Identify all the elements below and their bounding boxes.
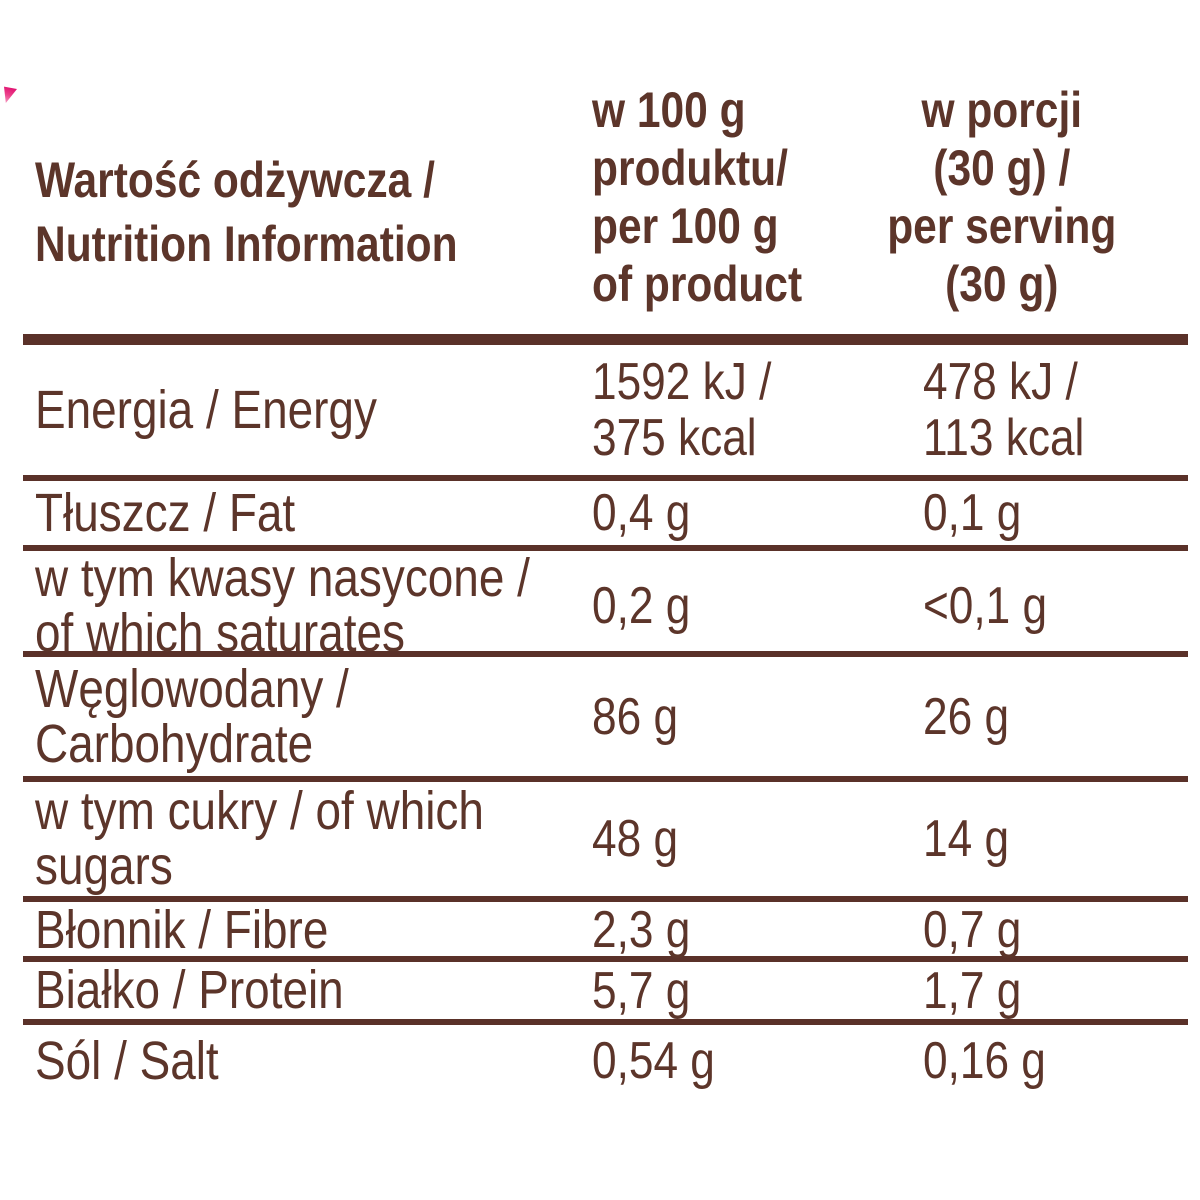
row-label: w tym cukry / of which sugars (0, 784, 560, 894)
value-per-100g: 1592 kJ / 375 kcal (560, 354, 860, 466)
row-label: Błonnik / Fibre (0, 899, 560, 960)
value-per-100g-text: 0,54 g (592, 1032, 715, 1090)
value-per-serving: 26 g (860, 689, 1144, 745)
header-divider (23, 334, 1188, 345)
row-salt: Sól / Salt 0,54 g 0,16 g (0, 1025, 1200, 1097)
value-per-serving: 1,7 g (860, 963, 1144, 1019)
row-label: w tym kwasy nasycone / of which saturate… (0, 551, 560, 661)
value-per-100g-text: 0,4 g (592, 484, 691, 542)
value-per-serving: <0,1 g (860, 578, 1144, 634)
value-per-100g-text: 2,3 g (592, 901, 691, 959)
row-label-text: Węglowodany / Carbohydrate (35, 658, 349, 774)
value-per-100g-text: 86 g (592, 687, 679, 746)
value-per-serving: 0,1 g (860, 485, 1144, 541)
row-divider (23, 475, 1188, 481)
header-nutrition-information: Wartość odżywcza / Nutrition Information (0, 148, 560, 276)
row-label: Węglowodany / Carbohydrate (0, 658, 560, 774)
value-per-100g: 0,4 g (560, 485, 860, 541)
value-per-serving-text: 26 g (923, 687, 1010, 746)
row-energy: Energia / Energy 1592 kJ / 375 kcal 478 … (0, 345, 1200, 475)
row-protein: Białko / Protein 5,7 g 1,7 g (0, 962, 1200, 1019)
value-per-100g: 0,54 g (560, 1033, 860, 1089)
value-per-100g-text: 0,2 g (592, 577, 691, 635)
value-per-serving-text: 0,7 g (923, 901, 1022, 959)
row-label: Tłuszcz / Fat (0, 482, 560, 543)
value-per-serving-text: 14 g (923, 810, 1010, 868)
row-label-text: Białko / Protein (35, 960, 344, 1020)
row-divider (23, 956, 1188, 962)
header-col-per-100g-text: w 100 g produktu/ per 100 g of product (592, 82, 803, 312)
value-per-100g: 48 g (560, 811, 860, 867)
row-label: Białko / Protein (0, 963, 560, 1018)
row-label: Sól / Salt (0, 1030, 560, 1091)
row-label-text: Tłuszcz / Fat (35, 482, 296, 543)
table-header-row: Wartość odżywcza / Nutrition Information… (0, 0, 1200, 334)
row-saturates: w tym kwasy nasycone / of which saturate… (0, 551, 1200, 661)
row-divider (23, 896, 1188, 902)
value-per-100g: 86 g (560, 689, 860, 745)
value-per-serving-text: 478 kJ / 113 kcal (923, 353, 1085, 467)
row-label: Energia / Energy (0, 379, 560, 440)
value-per-100g-text: 5,7 g (592, 961, 691, 1020)
row-label-text: Sól / Salt (35, 1030, 219, 1091)
row-label-text: Energia / Energy (35, 379, 377, 440)
row-label-text: Błonnik / Fibre (35, 899, 329, 960)
header-col-per-100g: w 100 g produktu/ per 100 g of product (560, 81, 860, 313)
header-col-per-serving-text: w porcji (30 g) / per serving (30 g) (887, 82, 1117, 312)
row-carbohydrate: Węglowodany / Carbohydrate 86 g 26 g (0, 657, 1200, 776)
value-per-100g: 5,7 g (560, 963, 860, 1019)
value-per-serving: 0,7 g (860, 902, 1144, 958)
row-sugars: w tym cukry / of which sugars 48 g 14 g (0, 782, 1200, 896)
row-label-text: w tym cukry / of which sugars (35, 781, 484, 896)
value-per-serving-text: 0,1 g (923, 484, 1022, 542)
row-fibre: Błonnik / Fibre 2,3 g 0,7 g (0, 899, 1200, 960)
row-divider (23, 545, 1188, 551)
value-per-serving: 14 g (860, 811, 1144, 867)
row-label-text: w tym kwasy nasycone / of which saturate… (35, 548, 530, 663)
value-per-100g: 2,3 g (560, 902, 860, 958)
value-per-serving-text: 0,16 g (923, 1032, 1046, 1090)
row-divider (23, 1019, 1188, 1025)
value-per-100g-text: 1592 kJ / 375 kcal (592, 353, 772, 467)
nutrition-table: Wartość odżywcza / Nutrition Information… (0, 0, 1200, 1097)
value-per-serving: 478 kJ / 113 kcal (860, 354, 1144, 466)
header-col-per-serving: w porcji (30 g) / per serving (30 g) (860, 81, 1144, 313)
header-nutrition-information-text: Wartość odżywcza / Nutrition Information (35, 152, 458, 272)
row-divider (23, 651, 1188, 657)
value-per-100g: 0,2 g (560, 578, 860, 634)
value-per-serving-text: <0,1 g (923, 577, 1048, 635)
value-per-100g-text: 48 g (592, 810, 679, 868)
row-divider (23, 776, 1188, 782)
value-per-serving-text: 1,7 g (923, 961, 1022, 1020)
value-per-serving: 0,16 g (860, 1033, 1144, 1089)
row-fat: Tłuszcz / Fat 0,4 g 0,1 g (0, 481, 1200, 545)
